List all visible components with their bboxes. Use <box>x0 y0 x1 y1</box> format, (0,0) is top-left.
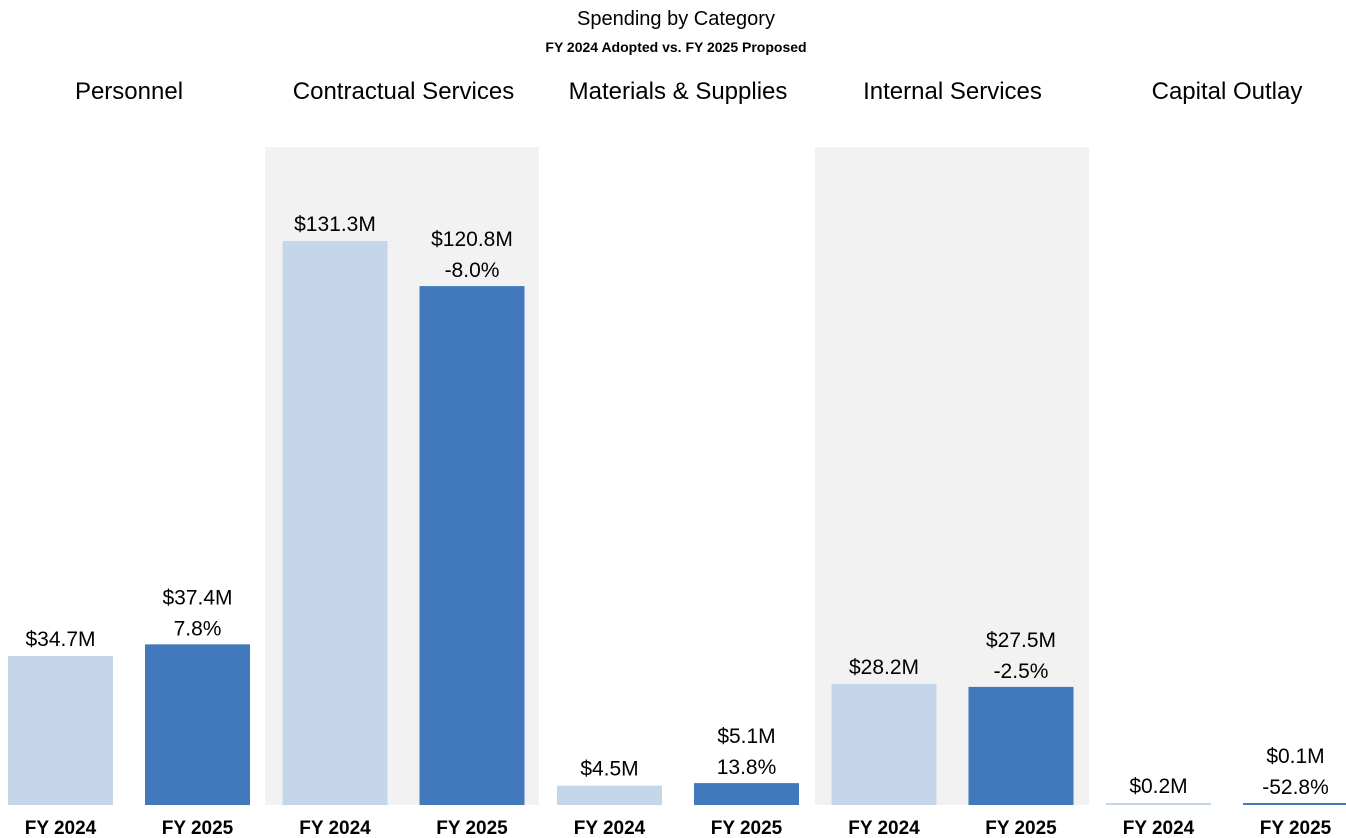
bar-personnel-fy-2025 <box>145 644 250 805</box>
change-label-materials-and-supplies: 13.8% <box>717 756 777 779</box>
value-label-capital-outlay-fy-2025: $0.1M <box>1266 745 1324 768</box>
x-tick-label-contractual-services-fy-2024: FY 2024 <box>299 818 371 838</box>
x-tick-label-materials-and-supplies-fy-2024: FY 2024 <box>574 818 646 838</box>
value-labels: $34.7M 7.8% $37.4M $131.3M -8.0% $120.8M $4.5M… <box>25 213 1328 799</box>
change-label-internal-services: -2.5% <box>994 660 1049 683</box>
bar-materials-and-supplies-fy-2024 <box>557 785 662 805</box>
change-label-personnel: 7.8% <box>174 617 222 640</box>
category-label-contractual-services: Contractual Services <box>293 78 514 105</box>
bar-contractual-services-fy-2025 <box>419 286 525 806</box>
change-label-contractual-services: -8.0% <box>445 259 500 282</box>
bars <box>8 241 1346 806</box>
value-label-capital-outlay-fy-2024: $0.2M <box>1129 775 1187 798</box>
category-label-internal-services: Internal Services <box>863 78 1042 105</box>
bar-internal-services-fy-2025 <box>968 686 1074 805</box>
bar-materials-and-supplies-fy-2025 <box>694 783 799 805</box>
value-label-personnel-fy-2025: $37.4M <box>162 586 232 609</box>
x-tick-label-capital-outlay-fy-2024: FY 2024 <box>1123 818 1195 838</box>
x-tick-label-personnel-fy-2025: FY 2025 <box>162 818 234 838</box>
bar-internal-services-fy-2024 <box>831 683 937 805</box>
x-tick-labels: FY 2024 FY 2025 FY 2024 FY 2025 FY 2024 FY 20… <box>25 818 1332 838</box>
group-backgrounds <box>265 147 1089 805</box>
category-label-materials-and-supplies: Materials & Supplies <box>569 78 788 105</box>
x-tick-label-capital-outlay-fy-2025: FY 2025 <box>1260 818 1332 838</box>
change-label-capital-outlay: -52.8% <box>1262 776 1329 799</box>
value-label-materials-and-supplies-fy-2025: $5.1M <box>717 725 775 748</box>
bar-personnel-fy-2024 <box>8 655 113 805</box>
x-tick-label-internal-services-fy-2024: FY 2024 <box>848 818 920 838</box>
chart-subtitle: FY 2024 Adopted vs. FY 2025 Proposed <box>545 39 806 55</box>
category-labels: Personnel Contractual Services Materials &… <box>75 78 1302 105</box>
value-label-internal-services-fy-2025: $27.5M <box>986 629 1056 652</box>
x-tick-label-personnel-fy-2024: FY 2024 <box>25 818 97 838</box>
bar-capital-outlay-fy-2025 <box>1243 803 1346 805</box>
value-label-internal-services-fy-2024: $28.2M <box>849 656 919 679</box>
category-label-personnel: Personnel <box>75 78 183 105</box>
value-label-materials-and-supplies-fy-2024: $4.5M <box>580 758 638 781</box>
value-label-contractual-services-fy-2024: $131.3M <box>294 213 376 236</box>
bar-capital-outlay-fy-2024 <box>1106 803 1211 805</box>
chart-title: Spending by Category <box>577 8 775 30</box>
category-label-capital-outlay: Capital Outlay <box>1152 78 1303 105</box>
value-label-personnel-fy-2024: $34.7M <box>25 628 95 651</box>
x-tick-label-internal-services-fy-2025: FY 2025 <box>985 818 1057 838</box>
bar-contractual-services-fy-2024 <box>282 241 388 805</box>
value-label-contractual-services-fy-2025: $120.8M <box>431 228 513 251</box>
x-tick-label-materials-and-supplies-fy-2025: FY 2025 <box>711 818 783 838</box>
x-tick-label-contractual-services-fy-2025: FY 2025 <box>436 818 508 838</box>
